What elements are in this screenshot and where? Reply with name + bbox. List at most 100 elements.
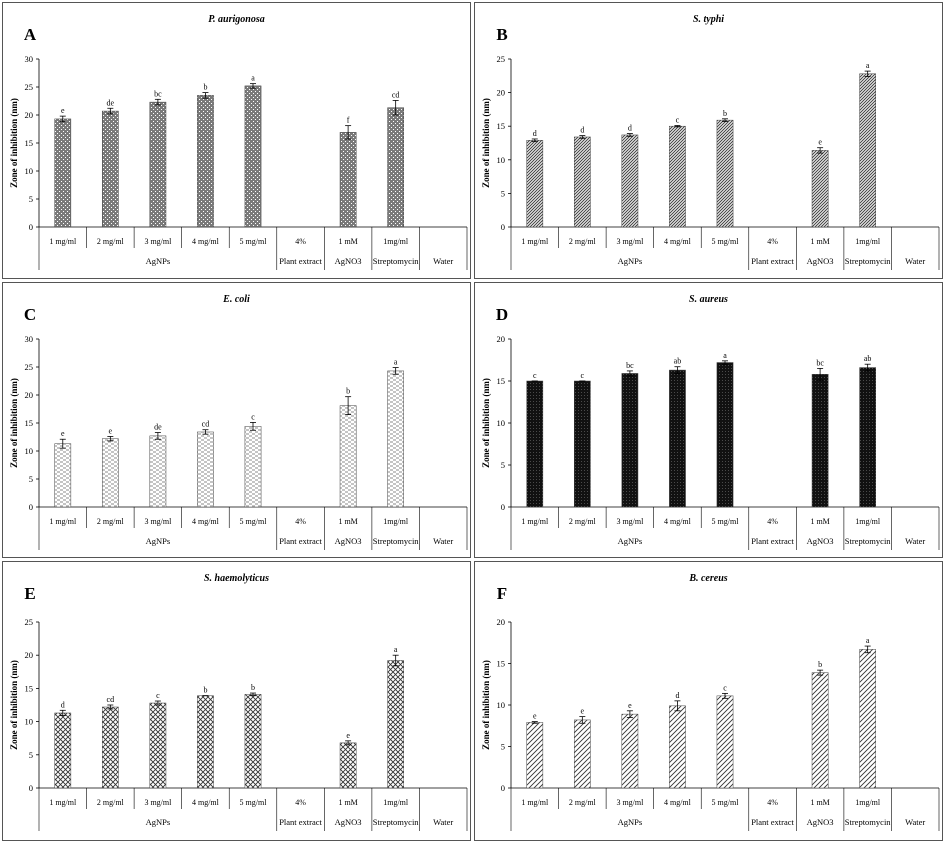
x-category-label: 4% bbox=[295, 517, 306, 526]
bar-chart: A P. aurigonosa Zone of inhibition (nm) 0 5 1… bbox=[9, 14, 468, 270]
x-group-label: Water bbox=[433, 817, 453, 827]
significance-letter: e bbox=[628, 701, 632, 710]
x-category-label: 2 mg/ml bbox=[97, 798, 125, 807]
bar bbox=[339, 405, 357, 508]
bar bbox=[101, 438, 119, 508]
panel-s-haemolyticus: E S. haemolyticus Zone of inhibition (nm) 0… bbox=[2, 561, 471, 841]
y-tick-label: 25 bbox=[497, 54, 506, 64]
x-group-label: AgNO3 bbox=[807, 817, 834, 827]
bar bbox=[669, 705, 686, 789]
y-tick-label: 25 bbox=[25, 362, 34, 372]
significance-letter: e bbox=[109, 426, 113, 435]
bar bbox=[811, 150, 829, 228]
x-category-label: 1 mM bbox=[810, 237, 829, 246]
bar bbox=[54, 712, 72, 789]
significance-letter: bc bbox=[626, 361, 634, 370]
bar-chart: B S. typhi Zone of inhibition (nm) 0 5 10 15 20… bbox=[481, 14, 940, 270]
bar bbox=[244, 694, 262, 789]
panel-label: E bbox=[24, 584, 35, 603]
y-tick-label: 15 bbox=[497, 121, 506, 131]
significance-letter: c bbox=[251, 412, 255, 421]
x-group-label: AgNPs bbox=[618, 256, 643, 266]
x-group-label: Streptomycin bbox=[373, 536, 420, 546]
x-category-label: 1 mg/ml bbox=[49, 237, 77, 246]
bar bbox=[859, 367, 877, 508]
y-tick-label: 10 bbox=[497, 155, 506, 165]
significance-letter: ab bbox=[674, 357, 682, 366]
y-tick-label: 10 bbox=[497, 700, 506, 710]
y-tick-label: 0 bbox=[501, 502, 505, 512]
bar bbox=[811, 672, 829, 789]
significance-letter: c bbox=[723, 683, 727, 692]
x-category-label: 4 mg/ml bbox=[664, 517, 692, 526]
chart-title: S. typhi bbox=[693, 14, 724, 25]
x-group-label: Streptomycin bbox=[845, 817, 892, 827]
y-tick-label: 5 bbox=[501, 460, 505, 470]
bar bbox=[339, 742, 357, 789]
y-tick-label: 15 bbox=[25, 683, 34, 693]
significance-letter: d bbox=[580, 126, 584, 135]
y-tick-label: 15 bbox=[25, 418, 34, 428]
y-tick-label: 20 bbox=[497, 88, 506, 98]
chart-title: S. haemolyticus bbox=[204, 573, 269, 584]
y-axis-label: Zone of inhibition (nm) bbox=[481, 660, 491, 750]
significance-letter: de bbox=[154, 423, 162, 432]
panel-s-aureus: D S. aureus Zone of inhibition (nm) 0 5 10 15 2… bbox=[474, 282, 943, 558]
x-category-label: 4 mg/ml bbox=[192, 517, 220, 526]
y-tick-label: 5 bbox=[501, 742, 505, 752]
y-axis-label: Zone of inhibition (nm) bbox=[9, 98, 19, 188]
y-tick-label: 15 bbox=[497, 376, 506, 386]
significance-letter: a bbox=[866, 61, 870, 70]
y-tick-label: 0 bbox=[501, 222, 505, 232]
bar bbox=[573, 719, 591, 789]
bar bbox=[54, 443, 72, 508]
significance-letter: cd bbox=[392, 90, 400, 99]
bar-chart: C E. coli Zone of inhibition (nm) 0 5 10 15 20 2… bbox=[9, 294, 468, 550]
y-tick-label: 0 bbox=[29, 783, 33, 793]
significance-letter: f bbox=[347, 116, 350, 125]
bar bbox=[573, 380, 591, 508]
bar-chart: E S. haemolyticus Zone of inhibition (nm) 0… bbox=[9, 573, 468, 831]
x-group-label: Streptomycin bbox=[373, 817, 420, 827]
significance-letter: cd bbox=[107, 695, 115, 704]
significance-letter: a bbox=[723, 351, 727, 360]
y-tick-label: 0 bbox=[29, 222, 33, 232]
x-group-label: Water bbox=[905, 536, 925, 546]
bar bbox=[716, 119, 734, 228]
panel-e-coli: C E. coli Zone of inhibition (nm) 0 5 10 15 20 2… bbox=[2, 282, 471, 558]
x-category-label: 4 mg/ml bbox=[192, 798, 220, 807]
y-tick-label: 15 bbox=[497, 659, 506, 669]
y-tick-label: 10 bbox=[25, 717, 34, 727]
bar-chart: F B. cereus Zone of inhibition (nm) 0 5 10 15 2… bbox=[481, 573, 940, 831]
y-tick-label: 5 bbox=[29, 750, 33, 760]
bar bbox=[197, 95, 214, 228]
x-category-label: 3 mg/ml bbox=[616, 237, 644, 246]
y-tick-label: 10 bbox=[25, 166, 34, 176]
significance-letter: b bbox=[203, 686, 207, 695]
panel-s-typhi: B S. typhi Zone of inhibition (nm) 0 5 10 15 20… bbox=[474, 2, 943, 279]
bar bbox=[244, 85, 262, 228]
bar bbox=[669, 369, 686, 508]
x-category-label: 1mg/ml bbox=[855, 517, 881, 526]
significance-letter: e bbox=[533, 712, 537, 721]
y-tick-label: 0 bbox=[501, 783, 505, 793]
panel-label: F bbox=[497, 584, 507, 603]
x-group-label: AgNPs bbox=[146, 256, 171, 266]
significance-letter: e bbox=[581, 707, 585, 716]
x-category-label: 4% bbox=[767, 798, 778, 807]
x-category-label: 3 mg/ml bbox=[144, 517, 172, 526]
x-category-label: 3 mg/ml bbox=[616, 517, 644, 526]
x-category-label: 1mg/ml bbox=[855, 237, 881, 246]
y-tick-label: 10 bbox=[25, 446, 34, 456]
x-category-label: 1 mg/ml bbox=[521, 237, 549, 246]
panel-p-aurigonosa: A P. aurigonosa Zone of inhibition (nm) 0 5 1… bbox=[2, 2, 471, 279]
x-group-label: Streptomycin bbox=[845, 536, 892, 546]
y-axis-label: Zone of inhibition (nm) bbox=[481, 378, 491, 468]
x-category-label: 5 mg/ml bbox=[712, 517, 740, 526]
bar bbox=[149, 702, 167, 789]
x-group-label: Plant extract bbox=[279, 817, 322, 827]
x-category-label: 1 mM bbox=[338, 237, 357, 246]
y-axis-label: Zone of inhibition (nm) bbox=[9, 660, 19, 750]
x-category-label: 1mg/ml bbox=[383, 798, 409, 807]
x-category-label: 2 mg/ml bbox=[97, 517, 125, 526]
